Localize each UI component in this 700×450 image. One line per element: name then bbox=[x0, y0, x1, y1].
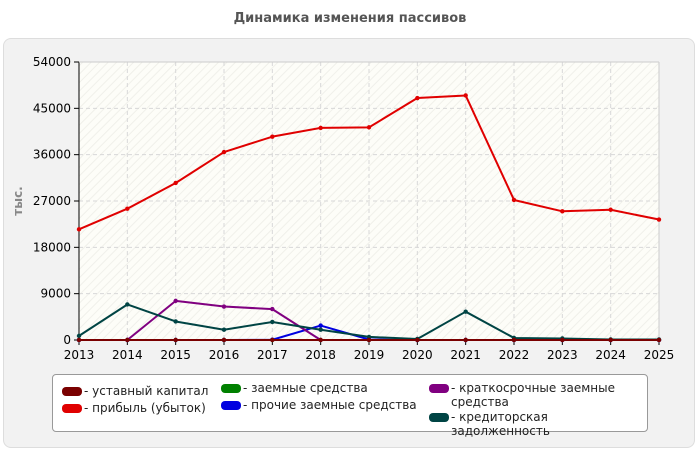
legend-item-other-borrowed-funds[interactable]: - прочие заемные средства bbox=[221, 398, 417, 412]
y-tick-labels: 0 9000 18000 27000 36000 45000 54000 bbox=[33, 55, 71, 347]
x-tick-label: 2021 bbox=[450, 348, 481, 362]
data-point[interactable] bbox=[270, 319, 275, 325]
data-point[interactable] bbox=[318, 323, 323, 328]
data-point[interactable] bbox=[463, 93, 468, 98]
x-tick-label: 2018 bbox=[305, 348, 336, 362]
x-tick-label: 2016 bbox=[209, 348, 240, 362]
legend-item-borrowed-funds[interactable]: - заемные средства bbox=[221, 381, 368, 395]
data-point[interactable] bbox=[76, 227, 82, 232]
data-point[interactable] bbox=[560, 337, 565, 343]
data-point[interactable] bbox=[608, 207, 613, 212]
data-point[interactable] bbox=[270, 306, 275, 312]
y-tick-label: 45000 bbox=[33, 101, 71, 115]
x-tick-label: 2022 bbox=[499, 348, 530, 362]
series-lines bbox=[76, 93, 662, 343]
y-tick-label: 9000 bbox=[40, 287, 71, 301]
legend-swatch bbox=[429, 413, 449, 422]
legend-swatch bbox=[221, 384, 241, 393]
data-point[interactable] bbox=[221, 149, 227, 155]
legend-item-accounts-payable[interactable]: - кредиторская задолженность bbox=[429, 410, 647, 438]
legend-item-profit[interactable]: - прибыль (убыток) bbox=[62, 401, 206, 415]
data-point[interactable] bbox=[318, 327, 323, 332]
chart-title: Динамика изменения пассивов bbox=[233, 11, 467, 26]
data-point[interactable] bbox=[270, 337, 275, 343]
data-point[interactable] bbox=[608, 337, 613, 343]
x-tick-label: 2025 bbox=[644, 348, 675, 362]
y-tick-label: 0 bbox=[63, 333, 71, 347]
data-point[interactable] bbox=[318, 125, 323, 131]
data-point[interactable] bbox=[560, 209, 565, 214]
data-point[interactable] bbox=[463, 337, 468, 343]
data-point[interactable] bbox=[656, 337, 662, 343]
y-axis-label: тыс. bbox=[11, 186, 25, 215]
data-point[interactable] bbox=[366, 337, 372, 343]
data-point[interactable] bbox=[125, 302, 130, 307]
data-point[interactable] bbox=[221, 327, 227, 332]
legend-label: - прочие заемные средства bbox=[243, 398, 417, 412]
data-point[interactable] bbox=[173, 180, 178, 186]
data-point[interactable] bbox=[415, 95, 420, 101]
legend-swatch bbox=[429, 384, 449, 393]
data-point[interactable] bbox=[656, 217, 662, 222]
data-point[interactable] bbox=[366, 334, 372, 340]
legend-swatch bbox=[62, 387, 82, 396]
data-point[interactable] bbox=[125, 206, 130, 211]
data-point[interactable] bbox=[173, 298, 178, 304]
x-tick-label: 2013 bbox=[64, 348, 95, 362]
data-point[interactable] bbox=[76, 337, 82, 343]
legend: - уставный капитал - прибыль (убыток) - … bbox=[52, 374, 648, 438]
y-tick-label: 27000 bbox=[33, 194, 71, 208]
legend-label: - прибыль (убыток) bbox=[84, 401, 206, 415]
data-point[interactable] bbox=[511, 197, 517, 203]
legend-label: - уставный капитал bbox=[84, 384, 209, 398]
x-tick-label: 2015 bbox=[160, 348, 191, 362]
x-tick-labels: 2013 2014 2015 2016 2017 2018 2019 2020 2021 2022… bbox=[64, 348, 675, 362]
data-point[interactable] bbox=[221, 337, 227, 343]
data-point[interactable] bbox=[270, 134, 275, 139]
data-point[interactable] bbox=[173, 319, 178, 324]
data-point[interactable] bbox=[318, 337, 323, 343]
grid-lines bbox=[79, 61, 659, 340]
data-point[interactable] bbox=[125, 337, 130, 343]
data-point[interactable] bbox=[76, 333, 82, 339]
x-tick-label: 2024 bbox=[595, 348, 626, 362]
x-tick-label: 2020 bbox=[402, 348, 433, 362]
legend-swatch bbox=[62, 404, 82, 413]
legend-label: - кредиторская задолженность bbox=[451, 410, 550, 438]
x-tick-label: 2019 bbox=[354, 348, 385, 362]
legend-item-charter-capital[interactable]: - уставный капитал bbox=[62, 384, 208, 398]
data-point[interactable] bbox=[463, 309, 468, 314]
x-tick-label: 2023 bbox=[547, 348, 578, 362]
legend-label: - заемные средства bbox=[243, 381, 368, 395]
legend-label: - краткосрочные заемные средства bbox=[451, 381, 615, 409]
legend-swatch bbox=[221, 401, 241, 410]
data-point[interactable] bbox=[173, 337, 178, 343]
data-point[interactable] bbox=[415, 337, 420, 343]
y-tick-label: 18000 bbox=[33, 240, 71, 254]
data-point[interactable] bbox=[366, 125, 372, 130]
x-tick-label: 2017 bbox=[257, 348, 288, 362]
data-point[interactable] bbox=[511, 337, 517, 343]
y-tick-label: 54000 bbox=[33, 55, 71, 69]
x-tick-label: 2014 bbox=[112, 348, 143, 362]
y-tick-label: 36000 bbox=[33, 148, 71, 162]
data-point[interactable] bbox=[221, 304, 227, 309]
legend-item-short-term-borrowed-funds[interactable]: - краткосрочные заемные средства bbox=[429, 381, 629, 409]
